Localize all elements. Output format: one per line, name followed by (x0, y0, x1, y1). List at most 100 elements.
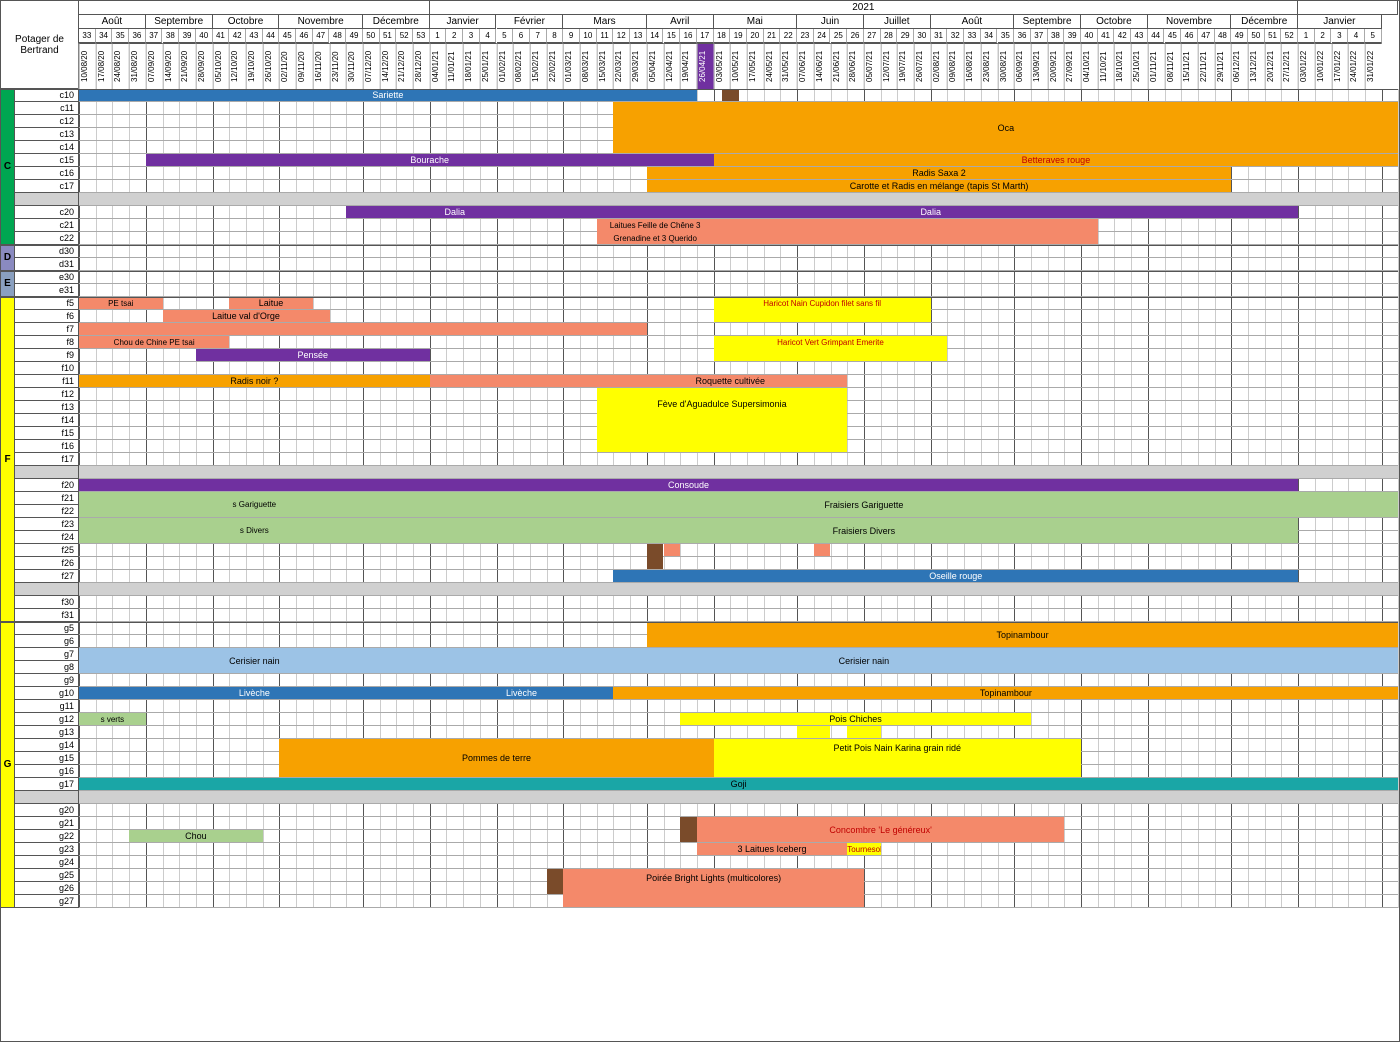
gantt-bar: Oseille rouge (613, 570, 1298, 583)
date-label: 28/09/20 (196, 43, 213, 89)
year-label: 2021 (430, 1, 1298, 15)
week-number: 38 (163, 29, 180, 43)
row-label (15, 466, 79, 479)
month-label: Octobre (1081, 15, 1148, 29)
date-label: 31/05/21 (780, 43, 797, 89)
gantt-bar (664, 544, 681, 557)
gantt-bar: Bourache (146, 154, 714, 167)
row-label: c10 (15, 89, 79, 102)
row-label: g20 (15, 804, 79, 817)
row-label: g5 (15, 622, 79, 635)
month-label: Septembre (146, 15, 213, 29)
gantt-bar: Dalia (346, 206, 563, 219)
gantt-bar: Chou de Chine PE tsai (79, 336, 229, 349)
date-label: 21/12/20 (396, 43, 413, 89)
row-label: f23 (15, 518, 79, 531)
week-number: 43 (1131, 29, 1148, 43)
gantt-bar (79, 193, 1398, 206)
week-number: 50 (363, 29, 380, 43)
month-label: Juin (797, 15, 864, 29)
week-number: 44 (263, 29, 280, 43)
week-number: 37 (1031, 29, 1048, 43)
gantt-bar (79, 583, 1398, 596)
week-number: 13 (630, 29, 647, 43)
grid-row (79, 609, 1398, 622)
gantt-bar: Laitue val d'Orge (163, 310, 330, 323)
date-label: 06/09/21 (1014, 43, 1031, 89)
date-label: 26/10/20 (263, 43, 280, 89)
week-number: 52 (396, 29, 413, 43)
date-label: 22/11/21 (1198, 43, 1215, 89)
date-label: 26/07/21 (914, 43, 931, 89)
date-label: 01/03/21 (563, 43, 580, 89)
date-label: 20/09/21 (1048, 43, 1065, 89)
date-label: 01/11/21 (1148, 43, 1165, 89)
date-label: 29/03/21 (630, 43, 647, 89)
week-number: 52 (1281, 29, 1298, 43)
row-label: g6 (15, 635, 79, 648)
year-label (1298, 1, 1398, 15)
month-label: Septembre (1014, 15, 1081, 29)
date-label: 04/01/21 (430, 43, 447, 89)
date-label: 20/12/21 (1265, 43, 1282, 89)
row-label: g11 (15, 700, 79, 713)
section-stripe: E (1, 271, 15, 297)
gantt-bar: Consoude (79, 479, 1298, 492)
date-label: 10/08/20 (79, 43, 96, 89)
grid-row (79, 284, 1398, 297)
row-label: d31 (15, 258, 79, 271)
row-label: c12 (15, 115, 79, 128)
section-stripe: F (1, 297, 15, 622)
date-label: 05/07/21 (864, 43, 881, 89)
date-label: 24/01/22 (1348, 43, 1365, 89)
month-label: Février (497, 15, 564, 29)
date-label: 30/11/20 (346, 43, 363, 89)
week-number: 18 (714, 29, 731, 43)
date-label: 05/04/21 (647, 43, 664, 89)
row-label: g13 (15, 726, 79, 739)
week-number: 28 (881, 29, 898, 43)
week-number: 1 (430, 29, 447, 43)
week-number: 32 (947, 29, 964, 43)
date-label: 09/11/20 (296, 43, 313, 89)
week-number: 48 (330, 29, 347, 43)
date-label: 05/10/20 (213, 43, 230, 89)
week-number: 4 (1348, 29, 1365, 43)
date-label: 12/07/21 (881, 43, 898, 89)
week-number: 2 (446, 29, 463, 43)
week-number: 11 (597, 29, 614, 43)
gantt-bar: Pommes de terre (279, 739, 713, 778)
week-number: 23 (797, 29, 814, 43)
row-label: g7 (15, 648, 79, 661)
date-label: 09/08/21 (947, 43, 964, 89)
week-number: 9 (563, 29, 580, 43)
row-label: g22 (15, 830, 79, 843)
week-number: 41 (1098, 29, 1115, 43)
month-label: Août (79, 15, 146, 29)
week-number: 34 (981, 29, 998, 43)
week-number: 36 (129, 29, 146, 43)
date-label: 13/09/21 (1031, 43, 1048, 89)
gridline-minor (1398, 89, 1399, 908)
week-number: 3 (463, 29, 480, 43)
month-label: Juillet (864, 15, 931, 29)
date-label: 17/05/21 (747, 43, 764, 89)
date-label: 24/05/21 (764, 43, 781, 89)
week-number: 42 (229, 29, 246, 43)
week-number: 44 (1148, 29, 1165, 43)
gantt-bar (79, 466, 1398, 479)
gantt-bar: 3 Laitues Iceberg (697, 843, 847, 856)
gantt-bar: Oca (613, 102, 1398, 154)
row-label: g23 (15, 843, 79, 856)
gantt-bar: Topinambour (613, 687, 1398, 700)
week-number: 19 (730, 29, 747, 43)
grid-row (79, 726, 1398, 739)
month-label: Janvier (430, 15, 497, 29)
section-divider (1, 245, 1398, 246)
week-number: 10 (580, 29, 597, 43)
week-number: 29 (897, 29, 914, 43)
week-number: 31 (931, 29, 948, 43)
date-label: 30/08/21 (998, 43, 1015, 89)
week-number: 45 (1165, 29, 1182, 43)
week-number: 33 (79, 29, 96, 43)
